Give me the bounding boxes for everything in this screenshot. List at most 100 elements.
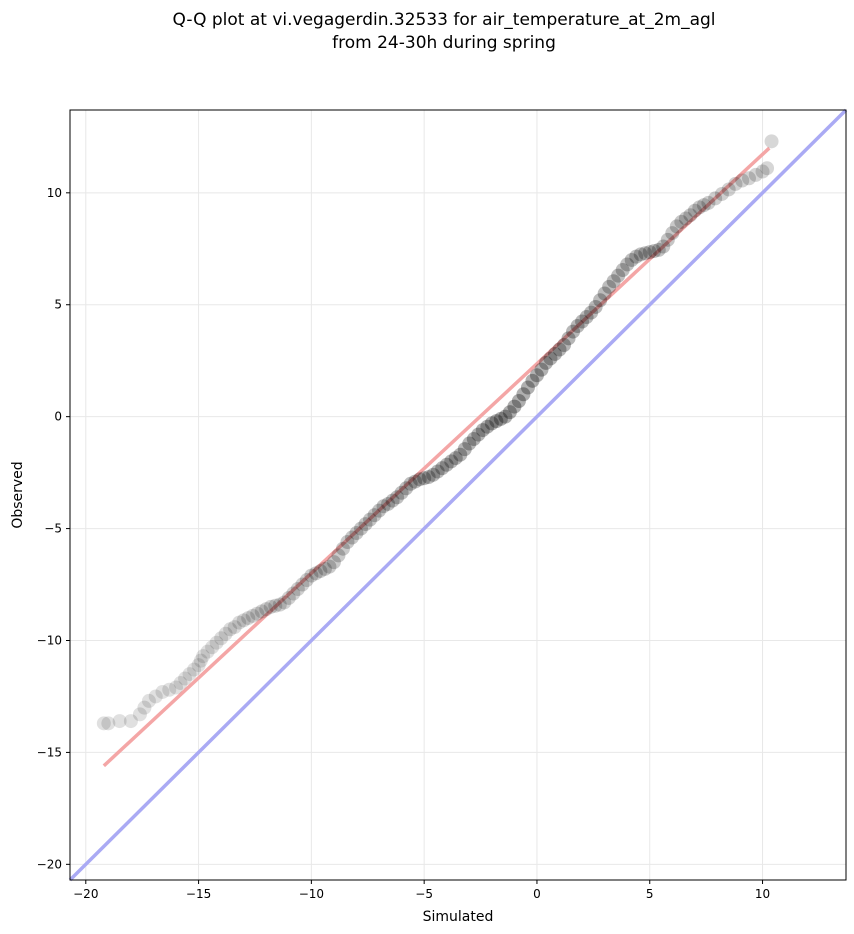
quantile-point <box>376 499 391 514</box>
quantile-point <box>642 245 657 260</box>
x-axis-label: Simulated <box>423 909 494 925</box>
chart-title: Q-Q plot at vi.vegagerdin.32533 for air_… <box>172 10 715 30</box>
quantile-point <box>466 432 481 447</box>
quantile-point <box>665 226 680 241</box>
quantile-point <box>529 368 544 383</box>
quantile-point <box>475 423 490 438</box>
quantile-point <box>381 496 396 511</box>
quantile-point <box>417 471 432 486</box>
quantile-point <box>123 714 138 729</box>
quantile-point <box>363 512 378 527</box>
quantile-point <box>426 467 441 482</box>
quantile-point <box>651 242 666 257</box>
y-tick-label: −10 <box>37 633 62 647</box>
quantile-point <box>317 561 332 576</box>
quantile-point <box>683 208 698 223</box>
quantile-point <box>502 405 517 420</box>
quantile-point <box>187 662 202 677</box>
x-tick-label: −15 <box>186 887 211 901</box>
quantile-point <box>708 191 723 206</box>
x-tick-label: −10 <box>299 887 324 901</box>
quantile-point <box>268 598 283 613</box>
quantile-point <box>299 573 314 588</box>
quantile-point <box>295 577 310 592</box>
quantile-point <box>408 474 423 489</box>
quantile-point <box>498 409 513 424</box>
quantile-point <box>534 362 549 377</box>
x-tick-label: −20 <box>73 887 98 901</box>
quantile-point <box>367 508 382 523</box>
quantile-point <box>148 689 163 704</box>
quantile-point <box>200 644 215 659</box>
quantile-point <box>511 393 526 408</box>
quantile-point <box>259 602 274 617</box>
quantile-point <box>520 380 535 395</box>
quantile-point <box>313 564 328 579</box>
quantile-point <box>439 457 454 472</box>
quantile-point <box>721 182 736 197</box>
y-tick-label: −15 <box>37 745 62 759</box>
quantile-point <box>742 171 756 186</box>
quantile-point <box>290 582 305 597</box>
quantile-point <box>457 442 472 457</box>
plot-frame <box>69 109 847 881</box>
quantile-point <box>735 173 750 188</box>
quantile-point <box>196 649 211 664</box>
quantile-point <box>263 599 278 614</box>
quantile-point <box>390 490 405 505</box>
quantile-point <box>557 338 572 353</box>
quantile-point <box>606 274 621 289</box>
quantile-point <box>692 200 707 215</box>
quantile-point <box>728 176 743 191</box>
grid-lines <box>70 110 846 880</box>
quantile-point <box>543 351 558 366</box>
quantile-point <box>489 414 504 429</box>
quantile-point <box>624 252 639 267</box>
quantile-point <box>484 416 499 431</box>
quantile-point <box>538 355 553 370</box>
quantile-point <box>548 346 562 361</box>
quantile-point <box>421 470 436 485</box>
x-axis-ticks: −20 −15 −10 −5 0 5 10 <box>73 880 770 901</box>
quantile-point <box>304 568 319 583</box>
quantile-point <box>629 249 644 264</box>
quantile-point <box>660 232 675 247</box>
quantile-point <box>141 693 156 708</box>
quantile-point <box>678 211 693 226</box>
quantile-point <box>178 671 193 686</box>
quantile-point <box>326 555 341 570</box>
quantile-point <box>584 305 599 320</box>
quantile-point <box>633 247 648 262</box>
x-tick-label: 5 <box>646 887 654 901</box>
quantile-point <box>696 198 711 213</box>
quantile-point <box>209 635 224 650</box>
quantile-point <box>349 526 364 541</box>
quantile-point <box>444 454 459 469</box>
y-tick-label: −20 <box>37 857 62 871</box>
quantile-point <box>566 324 581 339</box>
quantile-point <box>669 219 684 234</box>
quantile-point <box>232 615 247 630</box>
quantile-point <box>760 161 775 176</box>
quantile-point <box>638 246 653 261</box>
quantile-point <box>471 427 486 442</box>
quantile-point <box>462 436 477 451</box>
quantile-point <box>236 613 251 628</box>
quantile-point <box>674 214 689 229</box>
quantile-point <box>277 595 292 610</box>
quantile-point <box>453 447 468 462</box>
quantile-point <box>331 548 346 563</box>
y-tick-label: −5 <box>44 522 62 536</box>
quantile-point <box>169 680 184 695</box>
quantile-point <box>493 411 508 426</box>
quantile-point <box>308 566 323 581</box>
quantile-point <box>516 387 531 402</box>
quantile-point <box>385 493 400 508</box>
quantile-point <box>286 586 301 601</box>
quantile-point <box>241 611 256 626</box>
quantile-point <box>112 714 127 729</box>
quantile-point <box>570 319 585 334</box>
quantile-point <box>191 658 206 673</box>
quantile-point <box>322 559 337 574</box>
quantile-point <box>448 451 463 466</box>
